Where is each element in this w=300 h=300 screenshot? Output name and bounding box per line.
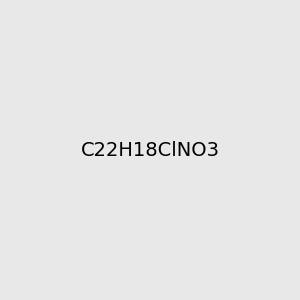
Text: C22H18ClNO3: C22H18ClNO3 [80,140,220,160]
